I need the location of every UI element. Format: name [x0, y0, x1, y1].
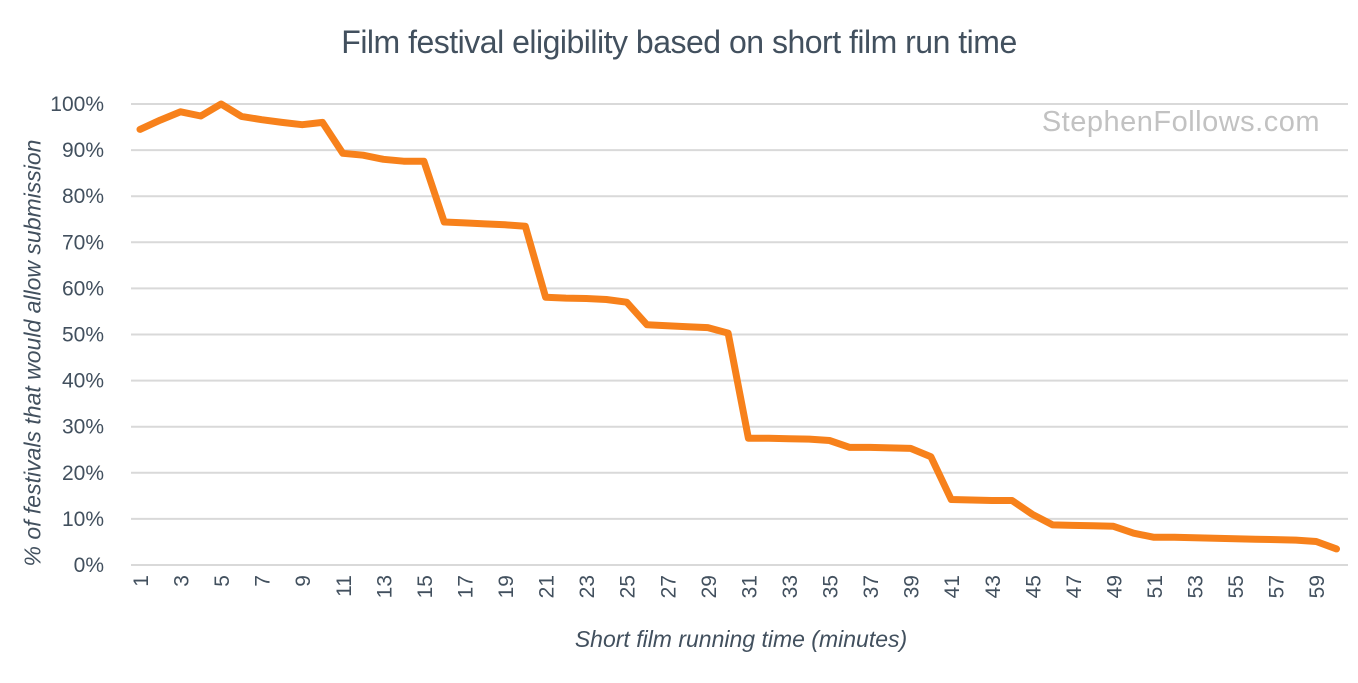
x-tick-label: 35: [820, 575, 843, 598]
x-tick-label: 33: [779, 575, 802, 598]
x-tick-label: 29: [698, 575, 721, 598]
x-tick-label: 55: [1225, 575, 1248, 598]
y-axis-title: % of festivals that would allow submissi…: [19, 139, 46, 567]
x-tick-label: 53: [1185, 575, 1208, 598]
x-tick-label: 9: [292, 575, 315, 587]
x-tick-label: 15: [414, 575, 437, 598]
x-tick-label: 47: [1063, 575, 1086, 598]
x-tick-label: 59: [1306, 575, 1329, 598]
x-tick-label: 49: [1103, 575, 1126, 598]
x-tick-label: 3: [171, 575, 194, 587]
x-tick-label: 17: [454, 575, 477, 598]
y-tick-label: 100%: [50, 93, 104, 116]
y-tick-label: 80%: [62, 185, 104, 208]
y-tick-label: 20%: [62, 462, 104, 485]
x-tick-label: 43: [982, 575, 1005, 598]
x-tick-label: 57: [1266, 575, 1289, 598]
x-tick-label: 11: [333, 575, 356, 597]
x-tick-label: 45: [1022, 575, 1045, 598]
x-tick-label: 1: [130, 575, 153, 587]
y-tick-label: 60%: [62, 277, 104, 300]
x-tick-label: 13: [373, 575, 396, 598]
x-tick-label: 21: [536, 575, 559, 598]
eligibility-line-series: [136, 100, 1340, 553]
x-tick-label: 27: [657, 575, 680, 598]
y-tick-label: 50%: [62, 324, 104, 347]
y-tick-label: 70%: [62, 231, 104, 254]
y-tick-label: 40%: [62, 370, 104, 393]
x-tick-label: 31: [738, 575, 761, 598]
x-tick-label: 5: [211, 575, 234, 587]
x-tick-label: 23: [576, 575, 599, 598]
y-tick-label: 0%: [74, 554, 104, 577]
x-tick-label: 51: [1144, 575, 1167, 598]
x-tick-label: 25: [617, 575, 640, 598]
x-tick-label: 41: [941, 575, 964, 598]
x-tick-label: 37: [860, 575, 883, 598]
watermark-text: StephenFollows.com: [1041, 106, 1320, 138]
x-tick-label: 7: [252, 575, 275, 587]
x-tick-label: 19: [495, 575, 518, 598]
y-tick-label: 90%: [62, 139, 104, 162]
y-tick-label: 30%: [62, 416, 104, 439]
x-tick-label: 39: [901, 575, 924, 598]
y-tick-label: 10%: [62, 508, 104, 531]
chart-title: Film festival eligibility based on short…: [341, 24, 1017, 60]
x-axis-title: Short film running time (minutes): [574, 626, 908, 652]
